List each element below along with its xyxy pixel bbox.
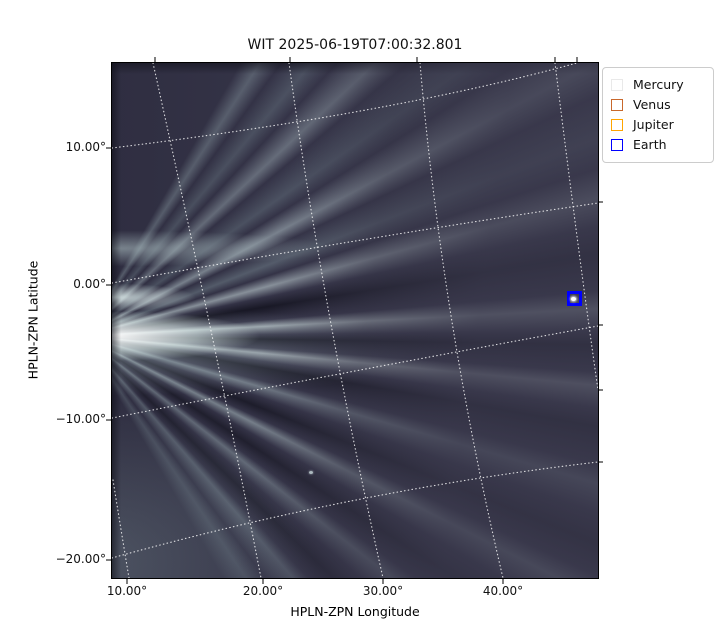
y-tick-label: −10.00° [55, 412, 106, 426]
legend-label-jupiter: Jupiter [633, 116, 674, 132]
bottom-ticks [126, 579, 504, 584]
heliospheric-image [112, 63, 598, 578]
legend-label-earth: Earth [633, 136, 667, 152]
legend-item-earth: Earth [611, 135, 705, 155]
x-tick-label: 10.00° [106, 584, 148, 598]
y-tick-label: 0.00° [73, 277, 106, 291]
legend-label-venus: Venus [633, 96, 671, 112]
legend-item-mercury: Mercury [611, 75, 705, 95]
coordinate-grid [112, 63, 598, 578]
legend-marker-mercury [611, 79, 623, 91]
x-tick-label: 30.00° [362, 584, 404, 598]
x-tick-label: 40.00° [482, 584, 524, 598]
legend-marker-earth [611, 139, 623, 151]
y-tick-label: 10.00° [65, 140, 106, 154]
legend-item-jupiter: Jupiter [611, 115, 705, 135]
legend-label-mercury: Mercury [633, 76, 684, 92]
star-point [309, 471, 313, 474]
grid-latitude-lines [112, 63, 598, 559]
x-tick-label: 20.00° [242, 584, 284, 598]
y-tick-label: −20.00° [55, 552, 106, 566]
x-axis-label: HPLN-ZPN Longitude [290, 604, 420, 619]
earth-marker [567, 291, 582, 306]
plot-title: WIT 2025-06-19T07:00:32.801 [247, 37, 463, 53]
legend: Mercury Venus Jupiter Earth [602, 67, 714, 163]
plot-area [111, 62, 599, 579]
legend-marker-venus [611, 99, 623, 111]
legend-item-venus: Venus [611, 95, 705, 115]
earth-dot [571, 297, 576, 301]
legend-marker-jupiter [611, 119, 623, 131]
y-axis-label: HPLN-ZPN Latitude [25, 260, 41, 380]
grid-longitude-lines [112, 63, 598, 578]
